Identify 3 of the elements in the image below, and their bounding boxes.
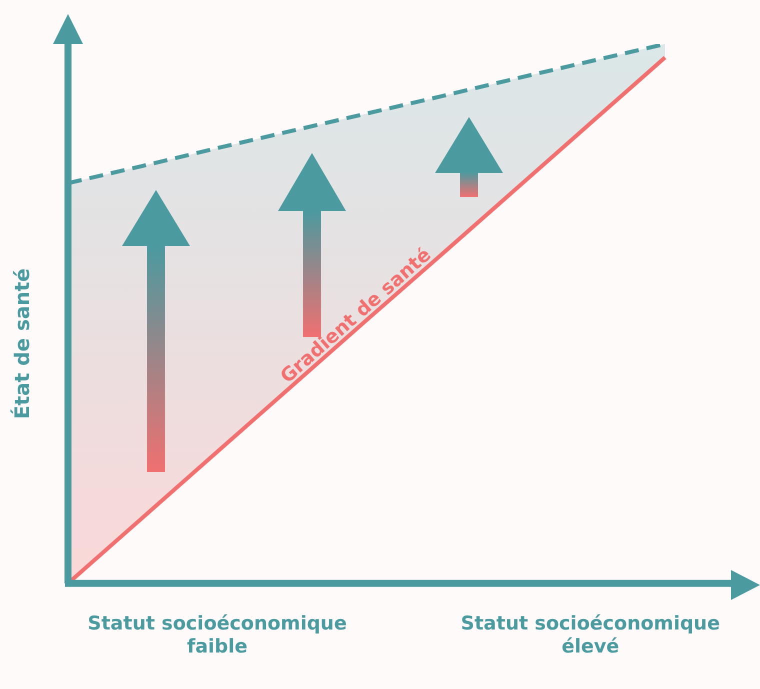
x-tick-label: Statut socioéconomique élevé [460, 612, 720, 658]
y-axis-title: État de santé [10, 268, 34, 420]
x-tick-label: Statut socioéconomique faible [88, 612, 347, 658]
